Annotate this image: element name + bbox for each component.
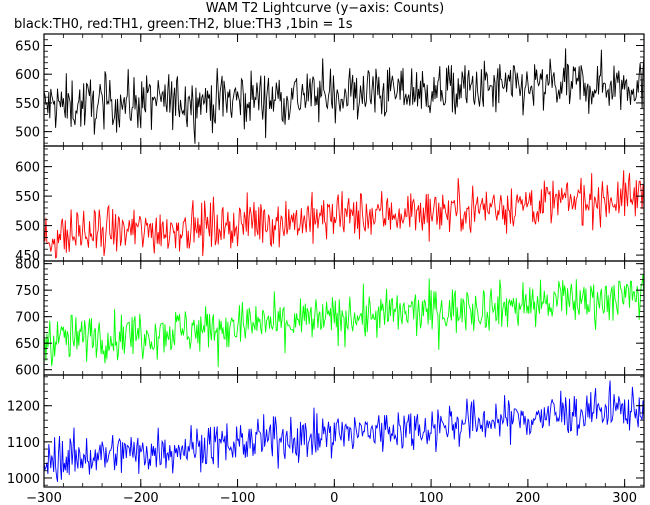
- y-tick-label: 500: [15, 220, 40, 235]
- panel-frame: [43, 374, 645, 488]
- chart-title: WAM T2 Lightcurve (y−axis: Counts): [205, 1, 445, 16]
- y-tick-label: 650: [15, 39, 40, 54]
- panels-group: 500 550 600 650 450 500 550 600 600 650 700 750 800 1…: [7, 33, 645, 488]
- y-tick-label: 550: [15, 97, 40, 112]
- panel-th1: 450 500 550 600: [15, 145, 645, 264]
- series-th0: [44, 48, 644, 144]
- y-tick-label: 550: [15, 190, 40, 205]
- y-tick-label: 1200: [7, 400, 40, 415]
- x-tick-label: 300: [612, 491, 637, 505]
- series-th1: [44, 170, 644, 259]
- y-tick-label: 800: [15, 258, 40, 273]
- panel-th0: 500 550 600 650: [15, 33, 645, 147]
- x-axis: −300 −200 −100 0 100 200 300: [26, 491, 637, 505]
- chart-subtitle: black:TH0, red:TH1, green:TH2, blue:TH3 …: [14, 17, 353, 32]
- y-tick-label: 500: [15, 126, 40, 141]
- y-tick-label: 750: [15, 284, 40, 299]
- y-tick-label: 600: [15, 161, 40, 176]
- x-tick-label: −100: [220, 491, 256, 505]
- x-tick-label: 0: [330, 491, 338, 505]
- x-tick-label: −300: [26, 491, 62, 505]
- y-tick-label: 600: [15, 68, 40, 83]
- y-tick-label: 650: [15, 337, 40, 352]
- x-tick-label: −200: [123, 491, 159, 505]
- x-tick-label: 200: [515, 491, 540, 505]
- panel-th3: 1000 1100 1200: [7, 374, 645, 488]
- y-tick-label: 1100: [7, 436, 40, 451]
- y-tick-label: 600: [15, 364, 40, 379]
- y-tick-label: 700: [15, 311, 40, 326]
- y-tick-label: 450: [15, 249, 40, 264]
- series-th2: [44, 273, 644, 368]
- series-th3: [44, 380, 644, 482]
- x-tick-label: 100: [419, 491, 444, 505]
- y-tick-label: 1000: [7, 472, 40, 487]
- panel-th2: 600 650 700 750 800: [15, 258, 645, 379]
